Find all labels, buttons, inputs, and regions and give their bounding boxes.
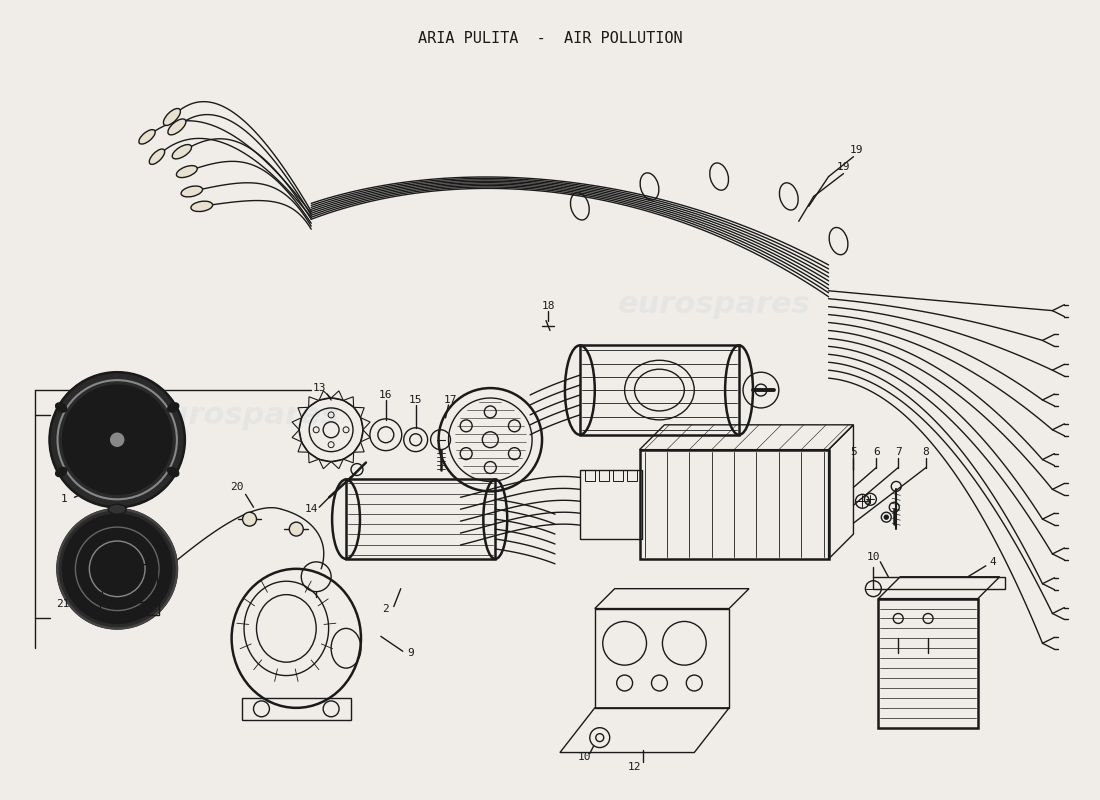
Text: 6: 6 (873, 446, 880, 457)
Text: 4: 4 (158, 552, 165, 562)
Text: 10: 10 (579, 753, 592, 762)
Bar (627, 470, 637, 482)
Text: 15: 15 (409, 395, 422, 405)
Ellipse shape (139, 130, 155, 144)
Text: 5: 5 (850, 446, 857, 457)
Text: 4: 4 (989, 557, 997, 567)
Circle shape (63, 514, 172, 623)
Circle shape (63, 385, 172, 494)
Ellipse shape (167, 403, 178, 412)
Text: 18: 18 (541, 301, 554, 310)
Bar (613, 470, 623, 482)
Ellipse shape (108, 504, 126, 514)
Text: 1: 1 (62, 494, 68, 504)
Circle shape (50, 372, 185, 507)
Text: 2: 2 (383, 603, 389, 614)
Text: 8: 8 (923, 446, 930, 457)
Text: 20: 20 (230, 482, 243, 492)
Text: eurospares: eurospares (147, 402, 340, 430)
Bar (580, 470, 641, 539)
Circle shape (109, 432, 125, 448)
Text: 13: 13 (312, 383, 326, 393)
Text: 21: 21 (56, 598, 69, 609)
Ellipse shape (182, 186, 202, 197)
Text: 3: 3 (84, 552, 90, 562)
Text: 14: 14 (305, 504, 318, 514)
Bar (878, 598, 978, 728)
Text: eurospares: eurospares (618, 290, 811, 319)
Bar (580, 346, 739, 434)
Text: 7: 7 (895, 446, 902, 457)
Ellipse shape (173, 145, 191, 159)
Ellipse shape (167, 467, 178, 477)
Bar (598, 470, 608, 482)
Ellipse shape (164, 109, 180, 126)
Bar (346, 479, 495, 559)
Text: 19: 19 (837, 162, 850, 172)
Bar (595, 609, 729, 708)
Text: 10: 10 (867, 552, 880, 562)
Ellipse shape (56, 467, 67, 477)
Bar (100, 602, 160, 615)
Circle shape (57, 510, 177, 629)
Text: o: o (866, 498, 871, 506)
Ellipse shape (191, 201, 212, 211)
Circle shape (289, 522, 304, 536)
Circle shape (884, 515, 889, 519)
Ellipse shape (56, 403, 67, 412)
Bar (873, 577, 1004, 589)
Bar (585, 470, 595, 482)
Bar (639, 450, 828, 559)
Ellipse shape (150, 149, 165, 165)
Text: ARIA PULITA  -  AIR POLLUTION: ARIA PULITA - AIR POLLUTION (418, 30, 682, 46)
Ellipse shape (168, 119, 186, 135)
Circle shape (243, 512, 256, 526)
Text: 9: 9 (407, 648, 414, 658)
Text: 17: 17 (443, 395, 458, 405)
Text: 19: 19 (849, 145, 864, 154)
Ellipse shape (176, 166, 197, 178)
Text: 16: 16 (379, 390, 393, 400)
Bar (102, 564, 157, 602)
Text: 12: 12 (628, 762, 641, 773)
Bar (242, 698, 351, 720)
